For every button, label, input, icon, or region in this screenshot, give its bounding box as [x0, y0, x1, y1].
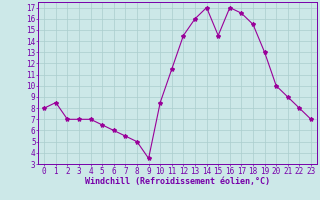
X-axis label: Windchill (Refroidissement éolien,°C): Windchill (Refroidissement éolien,°C): [85, 177, 270, 186]
